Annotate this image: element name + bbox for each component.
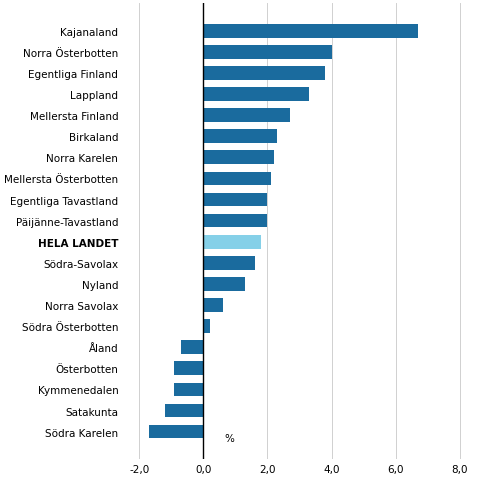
Bar — [204, 172, 271, 186]
Bar — [204, 278, 245, 291]
Bar — [181, 341, 204, 354]
Bar — [204, 109, 290, 123]
Bar — [204, 25, 418, 39]
Bar — [204, 235, 261, 249]
Bar — [204, 299, 223, 312]
Bar — [174, 383, 204, 396]
Bar — [204, 320, 210, 333]
Bar — [204, 151, 274, 165]
Bar — [204, 46, 332, 60]
Bar — [204, 256, 254, 270]
Bar — [204, 193, 267, 207]
Bar — [165, 404, 204, 418]
Bar — [204, 130, 277, 144]
Bar — [204, 214, 267, 228]
Bar — [149, 425, 204, 439]
Text: %: % — [224, 433, 234, 443]
Bar — [174, 362, 204, 375]
Bar — [204, 88, 309, 102]
Bar — [204, 67, 325, 81]
